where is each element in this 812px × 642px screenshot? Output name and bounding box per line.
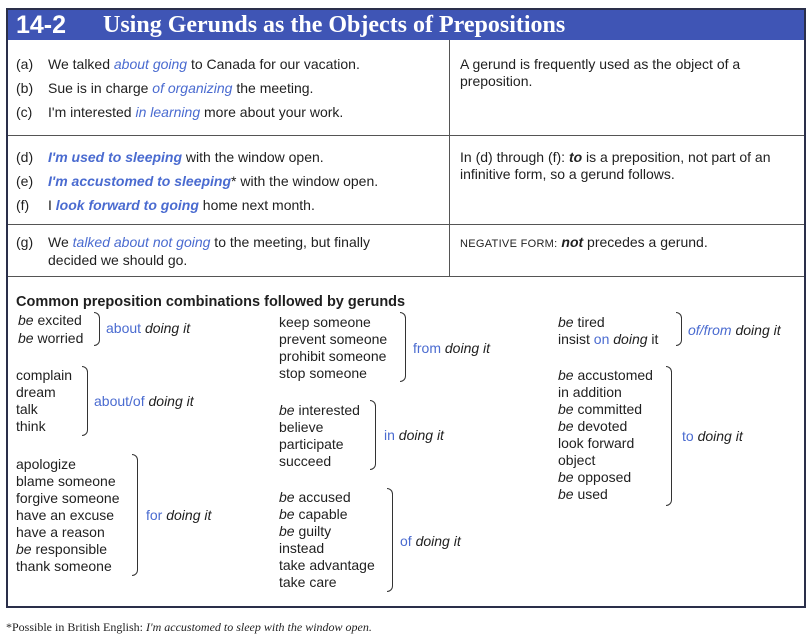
prep-label: of/from doing it [688,322,781,338]
brace [400,312,406,382]
row-divider [8,135,804,136]
chart-number: 14-2 [16,11,67,39]
brace [676,312,682,346]
word: keep someone [279,314,371,330]
word: be accused [279,489,351,505]
word: in addition [558,384,622,400]
word: take care [279,574,337,590]
word: be interested [279,402,360,418]
word: prohibit someone [279,348,387,364]
footnote: *Possible in British English: I'm accust… [6,620,372,634]
brace [370,400,376,470]
column-divider [449,40,450,276]
word: stop someone [279,365,367,381]
example-g-line2: decided we should go. [48,252,188,268]
prep-label: in doing it [384,427,444,443]
word: be excited [18,312,82,328]
word: complain [16,367,73,383]
word: believe [279,419,324,435]
word: dream [16,384,56,400]
brace [132,454,138,576]
word: be opposed [558,469,632,485]
word: be capable [279,506,348,522]
word: have a reason [16,524,105,540]
prep-label: from doing it [413,340,491,356]
word: be accustomed [558,367,653,383]
prep-label: about doing it [106,320,191,336]
brace [666,366,672,506]
word: object [558,452,596,468]
prep-label: about/of doing it [94,393,194,409]
word: be used [558,486,608,502]
prep-label: of doing it [400,533,461,549]
word: be tired [558,314,605,330]
row-divider [8,224,804,225]
word: be devoted [558,418,628,434]
word: talk [16,401,38,417]
word: succeed [279,453,332,469]
word: be guilty [279,523,332,539]
word: blame someone [16,473,116,489]
chart-header: 14-2 Using Gerunds as the Objects of Pre… [8,10,804,40]
explanation-1: A gerund is frequently used as the objec… [460,56,741,89]
word: thank someone [16,558,112,574]
word: participate [279,436,344,452]
word: think [16,418,46,434]
prep-label: for doing it [146,507,212,523]
brace [387,488,393,592]
brace [94,312,100,346]
common-heading: Common preposition combinations followed… [16,294,406,310]
word: instead [279,540,325,556]
chart-box: 14-2 Using Gerunds as the Objects of Pre… [6,8,806,608]
word: be responsible [16,541,108,557]
word: insist on doing it [558,331,659,347]
row-divider [8,276,804,277]
word: apologize [16,456,76,472]
word: forgive someone [16,490,120,506]
brace [82,366,88,436]
word: have an excuse [16,507,115,523]
explanation-3: NEGATIVE FORM: not precedes a gerund. [460,234,708,250]
word: take advantage [279,557,375,573]
explanation-2: In (d) through (f): to is a preposition,… [460,149,771,182]
word: prevent someone [279,331,388,347]
prep-label: to doing it [682,428,743,444]
word: look forward [558,435,635,451]
chart-title: Using Gerunds as the Objects of Preposit… [103,12,566,38]
word: be committed [558,401,643,417]
word: be worried [18,330,84,346]
